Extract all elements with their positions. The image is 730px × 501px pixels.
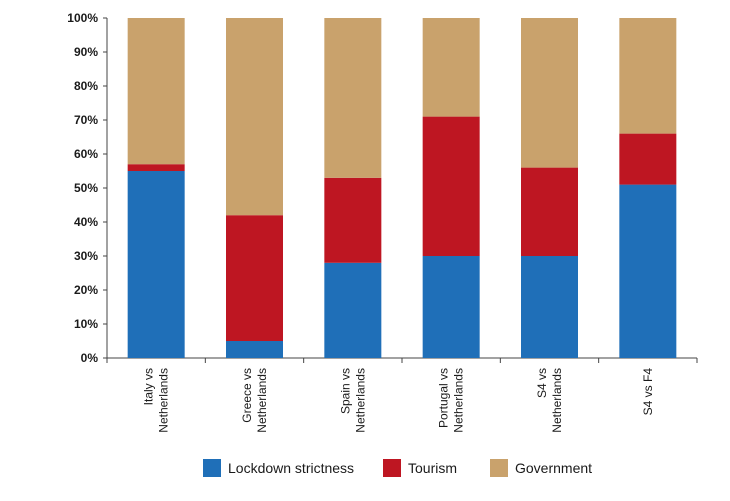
x-category-label-line: Netherlands — [452, 368, 466, 433]
x-category-label-line: Netherlands — [353, 368, 367, 433]
bar-segment-government — [619, 18, 677, 134]
legend-swatch — [490, 459, 508, 477]
bar-segment-lockdown-strictness — [226, 341, 283, 358]
legend-label: Tourism — [408, 460, 457, 476]
legend: Lockdown strictness Tourism Government — [203, 459, 592, 477]
x-category-label: S4 vs Netherlands — [535, 368, 564, 433]
bar-segment-government — [324, 18, 382, 178]
bar-segment-tourism — [521, 167, 578, 256]
bar-segment-tourism — [422, 116, 480, 256]
bar-segment-government — [521, 18, 578, 168]
bar-segment-tourism — [619, 133, 677, 185]
y-tick-label: 0% — [81, 351, 99, 365]
x-category-label-line: Netherlands — [255, 368, 269, 433]
bar-segment-government — [422, 18, 480, 117]
y-tick-label: 70% — [74, 113, 98, 127]
x-category-label: Greece vs Netherlands — [240, 368, 269, 433]
bar-segment-tourism — [226, 215, 283, 341]
bar-segment-lockdown-strictness — [422, 256, 480, 358]
bar-segment-lockdown-strictness — [324, 262, 382, 358]
x-category-label-line: Greece vs — [240, 368, 254, 423]
bar-segment-lockdown-strictness — [619, 184, 677, 358]
bar-segment-government — [127, 18, 185, 165]
x-category-label-line: Netherlands — [550, 368, 564, 433]
y-tick-label: 60% — [74, 147, 98, 161]
legend-label: Lockdown strictness — [228, 460, 354, 476]
y-tick-label: 100% — [67, 11, 98, 25]
y-tick-label: 40% — [74, 215, 98, 229]
y-tick-label: 90% — [74, 45, 98, 59]
legend-swatch — [203, 459, 221, 477]
legend-label: Government — [515, 460, 592, 476]
x-category-label: Spain vs Netherlands — [338, 368, 367, 433]
bar-segment-tourism — [127, 164, 185, 171]
legend-swatch — [383, 459, 401, 477]
axes — [103, 17, 698, 363]
x-category-label: S4 vs F4 — [641, 368, 655, 416]
y-tick-labels: 0% 10% 20% 30% 40% 50% 60% 70% 80% 90% 100% — [67, 11, 98, 365]
y-tick-label: 20% — [74, 283, 98, 297]
bar-segment-lockdown-strictness — [521, 256, 578, 358]
y-tick-label: 10% — [74, 317, 98, 331]
y-tick-label: 30% — [74, 249, 98, 263]
x-category-label: Portugal vs Netherlands — [437, 368, 466, 433]
y-tick-label: 80% — [74, 79, 98, 93]
x-category-label-line: Italy vs — [142, 368, 156, 405]
y-tick-label: 50% — [74, 181, 98, 195]
x-category-label-line: Netherlands — [157, 368, 171, 433]
bars — [127, 18, 677, 358]
bar-segment-lockdown-strictness — [127, 171, 185, 358]
x-category-label-line: S4 vs F4 — [641, 368, 655, 416]
x-category-label-line: Portugal vs — [437, 368, 451, 428]
x-category-labels: Italy vs Netherlands Greece vs Netherlands S… — [142, 368, 655, 433]
x-category-label: Italy vs Netherlands — [142, 368, 171, 433]
bar-segment-tourism — [324, 177, 382, 263]
x-category-label-line: S4 vs — [535, 368, 549, 398]
bar-segment-government — [226, 18, 283, 216]
x-category-label-line: Spain vs — [338, 368, 352, 414]
